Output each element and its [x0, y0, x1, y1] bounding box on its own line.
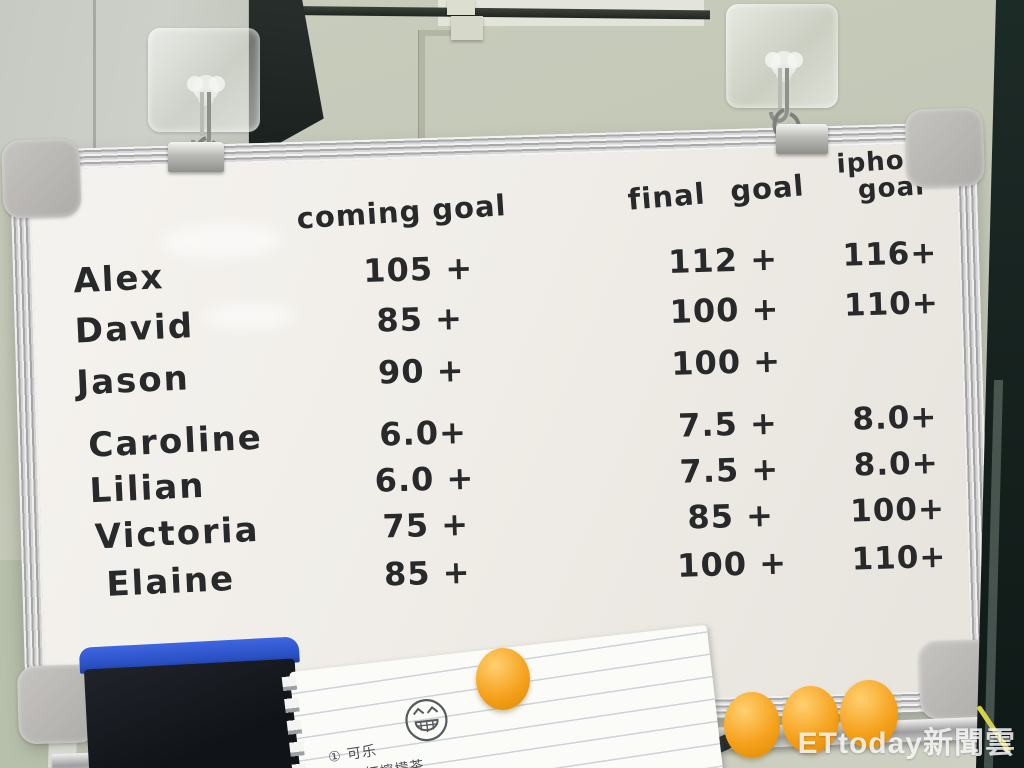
- coming-goal-value: 6.0+: [378, 413, 468, 454]
- coming-goal-value: 85 +: [383, 552, 471, 594]
- row-name: Alex: [72, 257, 166, 302]
- eraser-felt: [83, 658, 301, 768]
- magnet-orange: [476, 648, 530, 710]
- final-goal-value: 100 +: [669, 289, 780, 331]
- iphone-goal-value: [827, 336, 957, 340]
- iphone-goal-value: 110+: [843, 284, 940, 324]
- row-name: Elaine: [105, 558, 236, 605]
- glass-seam: [93, 0, 96, 150]
- conduit-junction-box: [451, 16, 483, 40]
- whiteboard-surface: coming goal final goal iphone goal Alex 1…: [30, 142, 972, 718]
- coming-goal-value: 105 +: [362, 248, 474, 291]
- row-name: Victoria: [94, 509, 261, 558]
- column-header-final-goal: final goal: [626, 168, 806, 217]
- grinning-face-icon: [405, 699, 448, 742]
- binder-clip-left: [168, 142, 224, 172]
- iphone-goal-value: 8.0+: [853, 445, 940, 484]
- conduit-pipe-horizontal: [420, 30, 460, 36]
- conduit-junction-box: [447, 0, 475, 15]
- coming-goal-value: 90 +: [377, 351, 466, 392]
- final-goal-value: 100 +: [670, 341, 782, 383]
- magnet-orange: [782, 686, 839, 753]
- final-goal-value: 85 +: [686, 495, 775, 537]
- whiteboard-eraser: [78, 636, 306, 768]
- row-name: Jason: [75, 358, 191, 404]
- final-goal-value: 7.5 +: [677, 403, 779, 445]
- spiral-notebook: ① 可乐 ② 蘇打檸檬茶 ③ 雪碧: [281, 624, 727, 768]
- notepad-drink-list: ① 可乐 ② 蘇打檸檬茶 ③ 雪碧: [327, 734, 430, 768]
- watermark-ettoday: ETtoday新聞雲: [797, 727, 1016, 760]
- coming-goal-value: 6.0 +: [374, 458, 475, 500]
- adhesive-hook-right: [726, 4, 842, 154]
- binder-clip-right: [776, 124, 828, 154]
- column-header-coming-goal: coming goal: [295, 188, 508, 236]
- conduit-pipe-vertical: [418, 30, 425, 142]
- final-goal-value: 100 +: [676, 543, 788, 585]
- magnet-orange: [724, 692, 780, 758]
- iphone-goal-value: 8.0+: [851, 399, 938, 438]
- coming-goal-value: 75 +: [381, 504, 470, 546]
- coming-goal-value: 85 +: [375, 299, 464, 340]
- row-name: David: [73, 306, 196, 352]
- iphone-goal-value: 116+: [842, 234, 938, 274]
- magnet-orange: [840, 680, 898, 748]
- final-goal-value: 112 +: [667, 239, 779, 281]
- final-goal-value: 7.5 +: [678, 449, 780, 491]
- row-name: Lilian: [88, 465, 207, 512]
- iphone-goal-value: 100+: [849, 490, 946, 530]
- corner-cap-top-right: [904, 107, 985, 188]
- corner-cap-top-left: [1, 138, 82, 219]
- row-name: Caroline: [87, 417, 264, 466]
- iphone-goal-value: 110+: [851, 538, 947, 578]
